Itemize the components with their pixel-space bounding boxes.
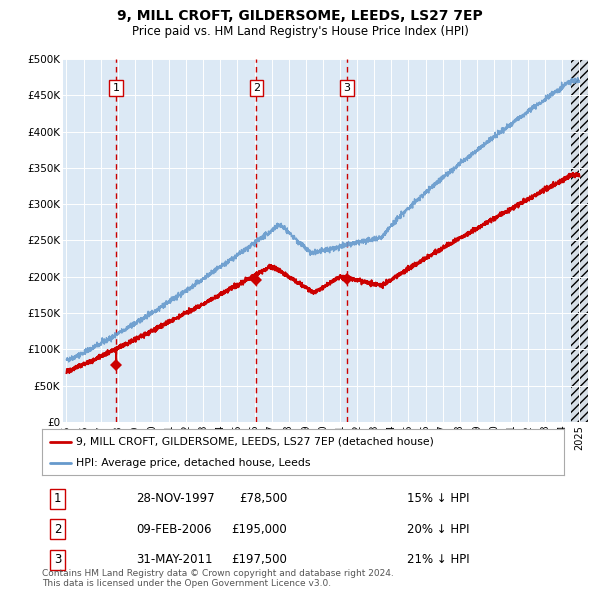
Text: HPI: Average price, detached house, Leeds: HPI: Average price, detached house, Leed… <box>76 458 310 468</box>
Text: 15% ↓ HPI: 15% ↓ HPI <box>407 492 470 505</box>
Text: £195,000: £195,000 <box>232 523 287 536</box>
Text: 2: 2 <box>253 83 260 93</box>
Text: £197,500: £197,500 <box>232 553 287 566</box>
Text: 9, MILL CROFT, GILDERSOME, LEEDS, LS27 7EP (detached house): 9, MILL CROFT, GILDERSOME, LEEDS, LS27 7… <box>76 437 434 447</box>
Text: 28-NOV-1997: 28-NOV-1997 <box>136 492 215 505</box>
Text: 1: 1 <box>113 83 119 93</box>
Text: 31-MAY-2011: 31-MAY-2011 <box>136 553 212 566</box>
Text: 20% ↓ HPI: 20% ↓ HPI <box>407 523 470 536</box>
Text: Price paid vs. HM Land Registry's House Price Index (HPI): Price paid vs. HM Land Registry's House … <box>131 25 469 38</box>
Text: 21% ↓ HPI: 21% ↓ HPI <box>407 553 470 566</box>
Text: 2: 2 <box>54 523 61 536</box>
Text: 1: 1 <box>54 492 61 505</box>
Text: Contains HM Land Registry data © Crown copyright and database right 2024.
This d: Contains HM Land Registry data © Crown c… <box>42 569 394 588</box>
Text: £78,500: £78,500 <box>239 492 287 505</box>
Bar <box>571 59 588 422</box>
Text: 3: 3 <box>54 553 61 566</box>
Text: 09-FEB-2006: 09-FEB-2006 <box>136 523 211 536</box>
Text: 9, MILL CROFT, GILDERSOME, LEEDS, LS27 7EP: 9, MILL CROFT, GILDERSOME, LEEDS, LS27 7… <box>117 9 483 23</box>
Text: 3: 3 <box>344 83 350 93</box>
